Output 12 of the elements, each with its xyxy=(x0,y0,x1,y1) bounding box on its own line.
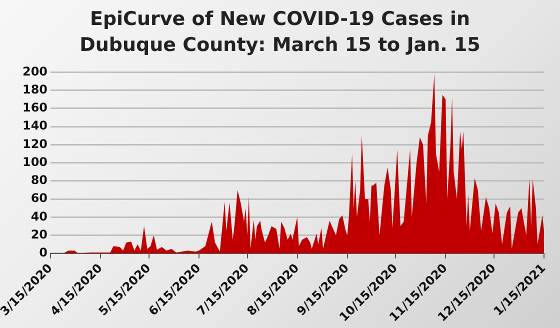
chart-title: EpiCurve of New COVID-19 Cases in Dubuque County: March 15 to Jan. 15 xyxy=(78,7,482,58)
y-tick-label: 40 xyxy=(30,209,48,224)
y-tick-label: 160 xyxy=(22,100,48,115)
y-tick-label: 80 xyxy=(30,173,48,188)
y-tick-label: 200 xyxy=(22,64,48,78)
y-tick-label: 20 xyxy=(30,227,48,242)
y-tick-label: 60 xyxy=(30,191,48,206)
y-tick-label: 120 xyxy=(22,136,48,151)
y-tick-label: 140 xyxy=(22,118,48,133)
y-tick-label: 180 xyxy=(22,82,48,96)
y-tick-label: 100 xyxy=(22,154,48,169)
y-tick-label: 0 xyxy=(39,246,48,260)
